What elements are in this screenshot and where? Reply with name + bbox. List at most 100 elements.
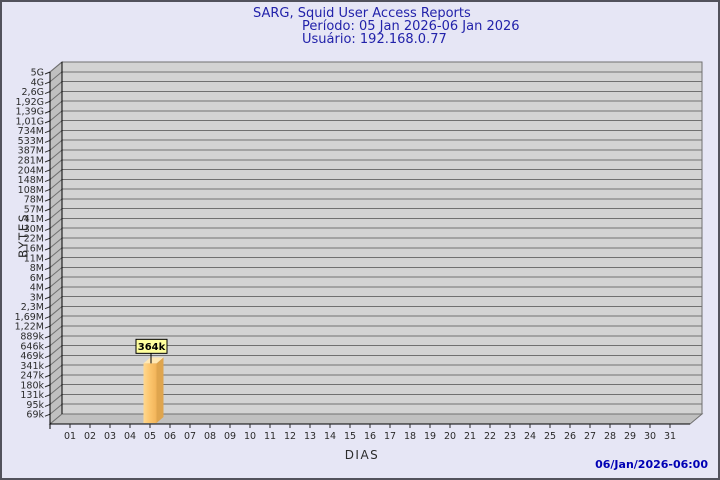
x-tick-label: 11: [264, 431, 276, 442]
gridline-wall-connector: [49, 354, 63, 366]
report-user: Usuário: 192.168.0.77: [302, 32, 447, 47]
y-tick-mark: [44, 394, 51, 398]
gridline-wall-connector: [49, 315, 63, 327]
y-tick-label: 180k: [20, 380, 44, 391]
gridline-wall-connector: [49, 403, 63, 415]
x-tick-label: 09: [224, 431, 236, 442]
x-tick-label: 22: [484, 431, 496, 442]
y-tick-label: 204M: [18, 165, 44, 176]
y-tick-mark: [44, 267, 51, 271]
y-tick-mark: [44, 364, 51, 368]
report-title: SARG, Squid User Access Reports: [253, 6, 471, 21]
y-tick-label: 131k: [20, 390, 44, 401]
x-tick-label: 17: [384, 431, 396, 442]
gridline-wall-connector: [49, 247, 63, 259]
y-tick-mark: [44, 276, 51, 280]
gridline-wall-connector: [49, 188, 63, 200]
y-tick-label: 69k: [26, 410, 44, 421]
y-tick-mark: [44, 81, 51, 85]
gridline-wall-connector: [49, 90, 63, 102]
y-tick-mark: [44, 71, 51, 75]
y-tick-label: 646k: [20, 341, 44, 352]
gridline-wall-connector: [49, 61, 63, 73]
y-tick-mark: [44, 188, 51, 192]
y-tick-mark: [44, 413, 51, 417]
gridline-wall-connector: [49, 208, 63, 220]
gridline-wall-connector: [49, 296, 63, 308]
y-tick-label: 1,01G: [15, 116, 44, 127]
x-tick-label: 10: [244, 431, 256, 442]
y-tick-mark: [44, 91, 51, 95]
x-tick-label: 26: [564, 431, 576, 442]
gridline-wall-connector: [49, 227, 63, 239]
x-tick-label: 16: [364, 431, 376, 442]
y-axis-title: BYTES: [16, 213, 31, 258]
y-tick-label: 533M: [18, 136, 44, 147]
x-tick-label: 15: [344, 431, 356, 442]
y-tick-label: 734M: [18, 126, 44, 137]
y-tick-mark: [44, 100, 51, 104]
gridline-wall-connector: [49, 178, 63, 190]
gridline-wall-connector: [49, 257, 63, 268]
gridline-wall-connector: [49, 364, 63, 376]
y-tick-mark: [44, 159, 51, 163]
y-tick-label: 95k: [26, 400, 44, 411]
x-tick-label: 14: [324, 431, 336, 442]
y-tick-label: 148M: [18, 175, 44, 186]
y-tick-label: 41M: [24, 214, 44, 225]
y-tick-mark: [44, 120, 51, 124]
gridline-wall-connector: [49, 100, 63, 112]
gridline-wall-connector: [49, 169, 63, 180]
y-tick-mark: [44, 237, 51, 241]
y-tick-label: 387M: [18, 146, 44, 157]
x-tick-label: 23: [504, 431, 516, 442]
y-tick-mark: [44, 403, 51, 407]
y-tick-label: 2,6G: [22, 87, 44, 98]
x-tick-label: 12: [284, 431, 296, 442]
x-tick-label: 04: [124, 431, 136, 442]
gridline-wall-connector: [49, 71, 63, 83]
x-axis-title: DIAS: [344, 448, 380, 462]
annotation-box: [135, 338, 168, 354]
x-tick-label: 30: [644, 431, 656, 442]
y-tick-mark: [44, 227, 51, 231]
y-tick-label: 5G: [31, 68, 44, 79]
y-tick-label: 341k: [20, 361, 44, 372]
y-tick-label: 1,92G: [15, 97, 44, 108]
y-tick-label: 6M: [30, 273, 44, 284]
y-tick-label: 78M: [24, 195, 44, 206]
x-tick-label: 29: [624, 431, 636, 442]
gridline-wall-connector: [49, 335, 63, 347]
gridline-wall-connector: [49, 130, 63, 141]
y-tick-label: 16M: [24, 244, 44, 255]
annotation-value: 364k: [138, 342, 166, 353]
y-tick-label: 1,22M: [15, 322, 44, 333]
gridline-wall-connector: [49, 81, 63, 92]
gridline-wall-connector: [49, 345, 63, 356]
x-tick-label: 02: [84, 431, 96, 442]
gridline-wall-connector: [49, 276, 63, 288]
y-tick-mark: [44, 355, 51, 359]
y-tick-label: 889k: [20, 332, 44, 343]
gridline-wall-connector: [49, 266, 63, 278]
y-tick-mark: [44, 325, 51, 329]
y-tick-mark: [44, 198, 51, 202]
y-tick-mark: [44, 374, 51, 378]
y-tick-label: 2,3M: [21, 302, 44, 313]
y-tick-label: 1,69M: [15, 312, 44, 323]
y-tick-mark: [44, 306, 51, 310]
y-tick-mark: [44, 286, 51, 290]
y-tick-label: 247k: [20, 371, 44, 382]
gridline-wall-connector: [49, 384, 63, 396]
x-tick-label: 24: [524, 431, 536, 442]
y-tick-label: 469k: [20, 351, 44, 362]
y-tick-mark: [44, 110, 51, 114]
y-tick-label: 4G: [31, 77, 44, 88]
x-tick-label: 07: [184, 431, 196, 442]
gridline-wall-connector: [49, 237, 63, 249]
y-tick-mark: [44, 296, 51, 300]
y-tick-mark: [44, 208, 51, 212]
y-tick-mark: [44, 169, 51, 173]
y-tick-mark: [44, 315, 51, 319]
y-tick-label: 4M: [30, 283, 44, 294]
